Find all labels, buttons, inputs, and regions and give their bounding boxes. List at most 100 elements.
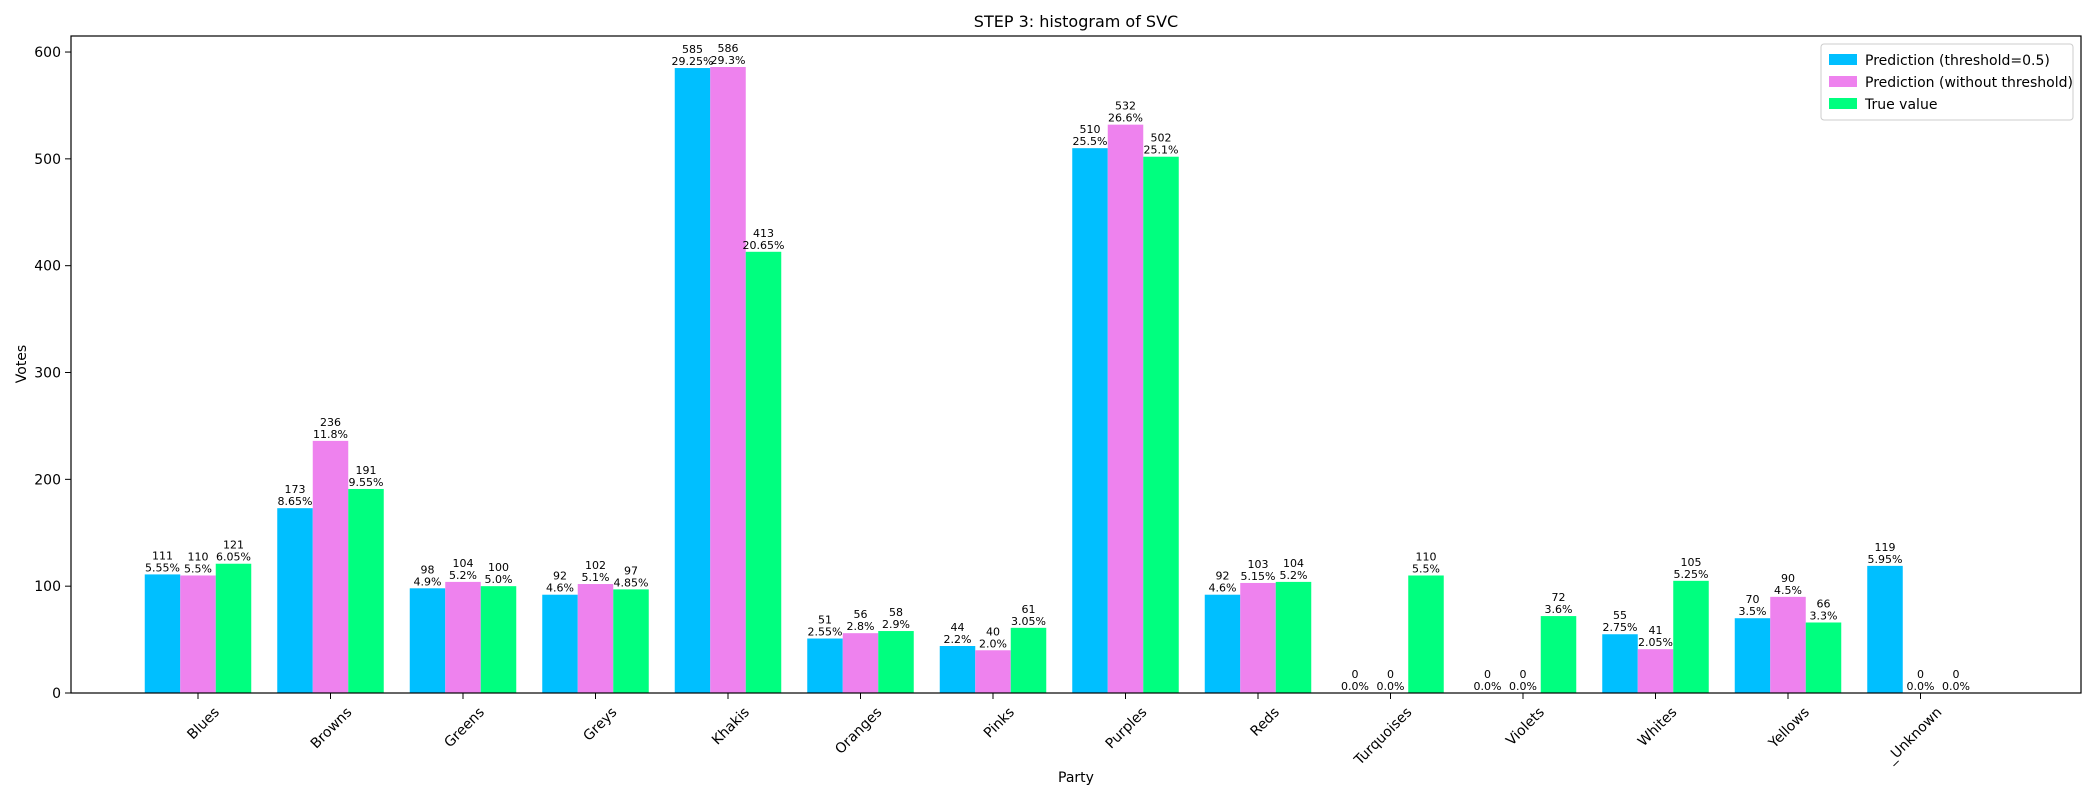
legend-swatch [1829, 76, 1857, 87]
bar-percent-label: 5.2% [449, 569, 477, 582]
bar [807, 638, 843, 693]
y-tick-label: 300 [34, 366, 61, 382]
bar-percent-label: 2.9% [882, 618, 910, 631]
bar-value-label: 110 [188, 550, 209, 563]
bar [445, 581, 481, 693]
bar-percent-label: 6.05% [216, 551, 251, 564]
bar [215, 563, 252, 693]
bar-value-label: 0 [1917, 668, 1924, 681]
bar-value-label: 110 [1416, 550, 1437, 563]
x-tick-label: Violets [1503, 705, 1548, 750]
bar [1240, 582, 1276, 693]
bar-value-label: 532 [1115, 100, 1136, 113]
bar-value-label: 56 [854, 608, 868, 621]
legend: Prediction (threshold=0.5) Prediction (wi… [1820, 43, 2074, 121]
y-axis: 0 100 200 300 400 500 600 [34, 45, 71, 702]
bar [1072, 148, 1108, 694]
bar-value-label: 105 [1681, 556, 1702, 569]
x-tick-label: Blues [184, 705, 222, 743]
bar [1540, 616, 1577, 693]
bar [144, 574, 181, 693]
bar-value-label: 0 [1484, 668, 1491, 681]
bar-value-label: 66 [1817, 597, 1831, 610]
bar [1637, 649, 1674, 693]
bar [312, 440, 349, 693]
bar-value-label: 55 [1613, 609, 1627, 622]
bars [144, 66, 1903, 694]
bar-value-label: 70 [1746, 593, 1760, 606]
bar-percent-label: 5.95% [1868, 553, 1903, 566]
bar-percent-label: 4.6% [1209, 582, 1237, 595]
bar [842, 633, 879, 693]
bar-value-label: 0 [1352, 668, 1359, 681]
bar-percent-label: 5.5% [184, 562, 212, 575]
bar-percent-label: 2.05% [1638, 636, 1673, 649]
bar [878, 631, 914, 693]
x-tick-label: Whites [1635, 705, 1680, 750]
bar-value-label: 92 [1216, 570, 1230, 583]
bar-value-label: 413 [753, 227, 774, 240]
x-tick-label: Pinks [981, 705, 1018, 742]
bar-percent-label: 0.0% [1377, 680, 1405, 693]
bar [1275, 581, 1312, 693]
bar [1602, 634, 1638, 693]
chart-title: STEP 3: histogram of SVC [974, 12, 1178, 31]
bar-percent-label: 0.0% [1942, 680, 1970, 693]
y-axis-label: Votes [14, 345, 30, 383]
bar-percent-label: 4.6% [546, 582, 574, 595]
bar-percent-label: 0.0% [1474, 680, 1502, 693]
x-tick-label: Greens [441, 705, 487, 751]
bar-percent-label: 5.1% [582, 571, 610, 584]
bar [1770, 596, 1806, 693]
bar-percent-label: 20.65% [743, 239, 785, 252]
y-tick-label: 500 [34, 152, 61, 168]
bar-percent-label: 25.1% [1144, 144, 1179, 157]
x-tick-label: Greys [580, 705, 620, 745]
bar-value-label: 586 [718, 42, 739, 55]
bar-percent-label: 2.8% [847, 620, 875, 633]
bar-value-label: 97 [624, 564, 638, 577]
bar-percent-label: 0.0% [1907, 680, 1935, 693]
legend-label: True value [1864, 97, 1937, 113]
y-tick-label: 100 [34, 579, 61, 595]
bar-value-label: 121 [223, 539, 244, 552]
bar-value-label: 111 [152, 549, 173, 562]
bar [710, 66, 746, 694]
bar [613, 589, 649, 693]
bar [1867, 565, 1903, 693]
bar [409, 588, 446, 693]
bar-percent-label: 3.5% [1739, 605, 1767, 618]
bar-percent-label: 4.9% [414, 575, 442, 588]
bar-value-label: 104 [453, 557, 474, 570]
bar-percent-label: 2.75% [1603, 621, 1638, 634]
bar-value-label: 98 [421, 563, 435, 576]
bar [480, 586, 517, 693]
bar [542, 594, 578, 693]
bar-percent-label: 4.5% [1774, 584, 1802, 597]
bar-value-label: 103 [1248, 558, 1269, 571]
bar-percent-label: 8.65% [278, 495, 313, 508]
bar-percent-label: 5.0% [485, 573, 513, 586]
bar-value-label: 104 [1283, 557, 1304, 570]
bar-value-label: 510 [1080, 123, 1101, 136]
bar [1805, 622, 1842, 693]
bar-percent-label: 0.0% [1509, 680, 1537, 693]
bar [1408, 575, 1444, 693]
bar [745, 251, 782, 694]
bar-percent-label: 5.15% [1241, 570, 1276, 583]
bar [1107, 124, 1144, 694]
y-tick-label: 200 [34, 472, 61, 488]
bar [180, 575, 216, 693]
bar-percent-label: 3.6% [1545, 603, 1573, 616]
bar-percent-label: 2.2% [944, 633, 972, 646]
bar-value-label: 41 [1649, 624, 1663, 637]
bar-value-label: 92 [553, 570, 567, 583]
x-axis-label: Party [1058, 770, 1094, 786]
bar-value-label: 119 [1875, 541, 1896, 554]
bar-value-label: 0 [1520, 668, 1527, 681]
bar-value-label: 0 [1953, 668, 1960, 681]
bar [577, 584, 614, 693]
bar-value-label: 502 [1151, 132, 1172, 145]
x-tick-label: _Unknown [1882, 705, 1945, 768]
